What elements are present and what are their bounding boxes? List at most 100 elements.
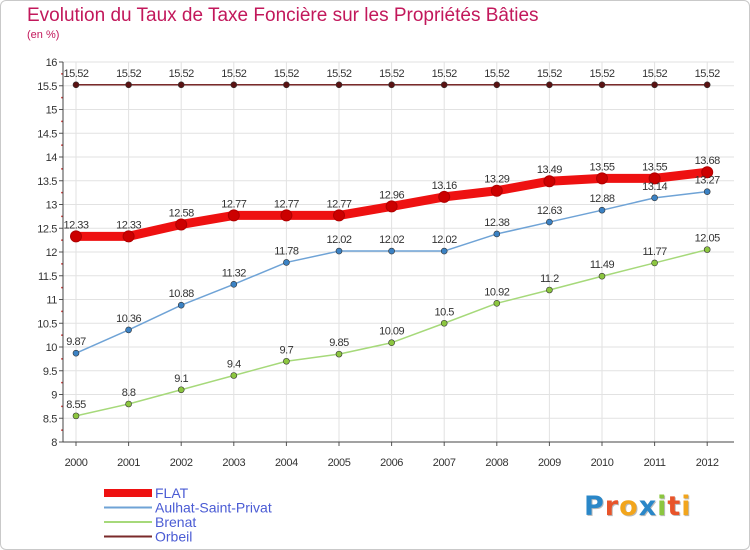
data-point: [72, 412, 80, 420]
y-tick-label: 8.5: [43, 413, 57, 425]
logo-letter: i: [657, 491, 668, 522]
data-label: 13.29: [484, 174, 509, 186]
data-label: 12.05: [695, 233, 720, 245]
legend-label: FLAT: [155, 485, 189, 501]
data-point: [283, 357, 290, 365]
x-tick-label: 2011: [644, 457, 666, 469]
data-label: 15.52: [274, 68, 299, 80]
data-point: [596, 172, 608, 185]
y-tick-label: 14: [46, 152, 58, 164]
chart-title: Evolution du Taux de Taxe Foncière sur l…: [27, 5, 539, 26]
data-label: 9.87: [66, 336, 86, 348]
y-tick-label: 9.5: [43, 366, 57, 378]
data-label: 13.55: [589, 161, 614, 173]
data-point: [125, 326, 132, 334]
data-label: 12.33: [63, 219, 88, 231]
y-minor-tick: [61, 381, 63, 384]
legend-label: Brenat: [155, 514, 196, 530]
data-label: 9.85: [329, 337, 349, 349]
data-label: 11.49: [590, 259, 615, 271]
data-point: [72, 81, 80, 89]
x-tick-label: 2008: [485, 457, 508, 469]
y-minor-tick: [61, 357, 63, 360]
data-point: [440, 247, 448, 255]
proxiti-logo: Proxiti: [584, 491, 692, 522]
data-point: [280, 209, 293, 222]
x-tick-label: 2004: [275, 457, 298, 469]
data-label: 9.7: [280, 344, 294, 356]
data-label: 12.88: [589, 193, 614, 205]
y-tick-label: 14.5: [37, 128, 57, 140]
data-label: 10.36: [116, 313, 141, 325]
y-tick-label: 11.5: [38, 271, 57, 283]
data-point: [546, 286, 553, 294]
y-minor-tick: [61, 96, 63, 99]
y-tick-label: 12.5: [37, 223, 57, 235]
y-minor-tick: [61, 167, 63, 170]
y-minor-tick: [61, 429, 63, 432]
data-point: [651, 259, 658, 267]
y-tick-label: 13: [46, 200, 58, 212]
y-tick-label: 10.5: [37, 318, 57, 330]
y-tick-label: 12: [46, 247, 58, 259]
y-minor-tick: [61, 72, 63, 75]
data-label: 8.8: [122, 387, 136, 399]
data-label: 10.09: [379, 326, 404, 338]
y-tick-label: 10: [46, 342, 58, 354]
data-label: 15.52: [642, 68, 667, 80]
data-label: 13.49: [537, 164, 562, 176]
data-label: 11.32: [222, 267, 247, 279]
data-label: 12.33: [116, 219, 141, 231]
data-point: [546, 81, 553, 89]
x-tick-label: 2002: [170, 457, 193, 469]
data-label: 12.77: [274, 198, 299, 210]
data-point: [122, 230, 135, 243]
y-minor-tick: [61, 215, 63, 218]
y-minor-tick: [61, 239, 63, 242]
legend-label: Aulhat-Saint-Privat: [155, 500, 272, 516]
data-point: [335, 247, 343, 255]
data-point: [333, 209, 345, 222]
data-point: [598, 206, 606, 214]
data-point: [440, 319, 448, 327]
data-point: [175, 218, 188, 231]
data-label: 13.14: [642, 181, 667, 193]
y-tick-label: 11: [46, 295, 57, 307]
y-tick-label: 15.5: [37, 81, 57, 93]
data-point: [651, 194, 658, 202]
data-point: [230, 372, 238, 379]
data-point: [388, 81, 395, 89]
y-minor-tick: [61, 334, 63, 337]
x-tick-label: 2000: [65, 457, 88, 469]
data-point: [703, 81, 711, 89]
data-point: [227, 209, 240, 222]
data-point: [177, 81, 185, 89]
data-point: [388, 247, 395, 255]
x-tick-label: 2012: [696, 457, 719, 469]
data-label: 12.02: [326, 234, 351, 246]
data-point: [438, 190, 451, 203]
data-label: 12.38: [484, 217, 509, 229]
data-point: [385, 200, 398, 213]
data-label: 15.52: [326, 68, 351, 80]
data-point: [648, 172, 661, 185]
x-tick-label: 2003: [222, 457, 245, 469]
data-point: [125, 400, 132, 408]
data-label: 11.78: [274, 245, 299, 257]
data-label: 12.96: [379, 189, 404, 201]
y-minor-tick: [61, 310, 63, 313]
data-label: 15.52: [221, 68, 246, 80]
unit-label: (en %): [27, 29, 60, 41]
y-tick-label: 16: [46, 57, 58, 69]
data-label: 12.63: [537, 205, 562, 217]
data-label: 10.92: [484, 286, 509, 298]
y-minor-tick: [61, 405, 63, 408]
data-label: 9.1: [174, 373, 188, 385]
data-point: [493, 230, 501, 238]
data-point: [493, 81, 501, 89]
x-tick-label: 2009: [538, 457, 561, 469]
data-point: [283, 81, 290, 89]
x-tick-label: 2007: [433, 457, 456, 469]
